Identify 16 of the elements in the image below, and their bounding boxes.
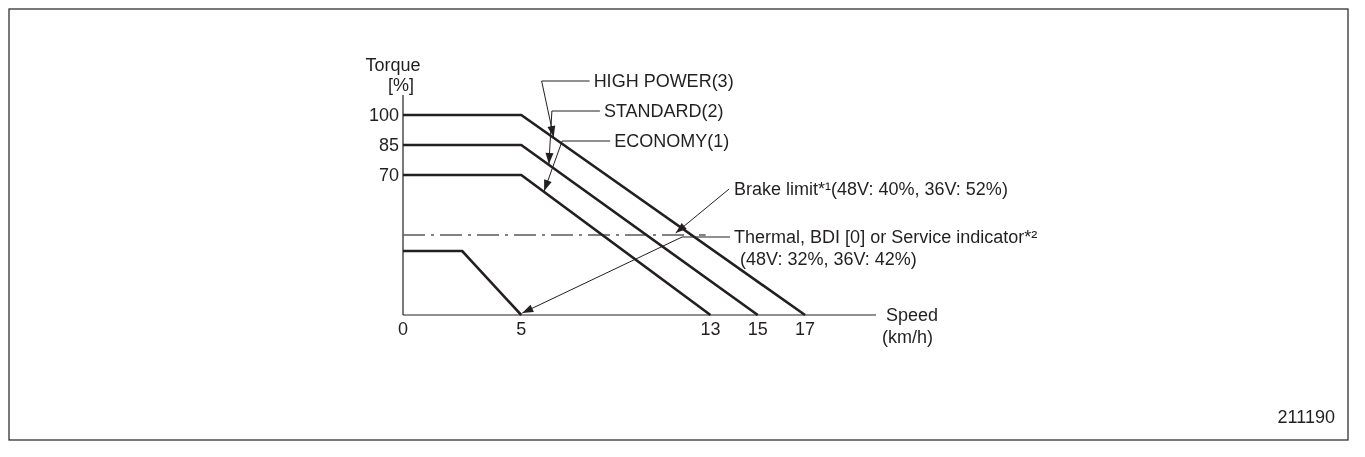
y-tick-label: 70 [378,165,399,185]
text: HIGH POWER(3) [593,71,734,91]
y-tick-label: 85 [378,135,399,155]
x-tick-label: 13 [700,319,721,339]
x-tick-label: 15 [747,319,768,339]
ref-line-label: Brake limit*¹(48V: 40%, 36V: 52%) [734,179,1008,199]
text: ECONOMY(1) [614,131,730,151]
x-tick-label: 5 [516,319,527,339]
y-tick-label: 100 [368,105,399,125]
x-tick-label: 0 [397,319,409,339]
text: STANDARD(2) [603,101,724,121]
x-axis-title: Speed (km/h) [882,305,939,347]
x-tick-label: 17 [795,319,816,339]
text: 211190 [1277,407,1335,427]
y-axis-title: Torque [%] [365,55,421,95]
annotation: Thermal, BDI [0] or Service indicator*² (48V: 32%, 36V: 42%) [734,227,1038,269]
